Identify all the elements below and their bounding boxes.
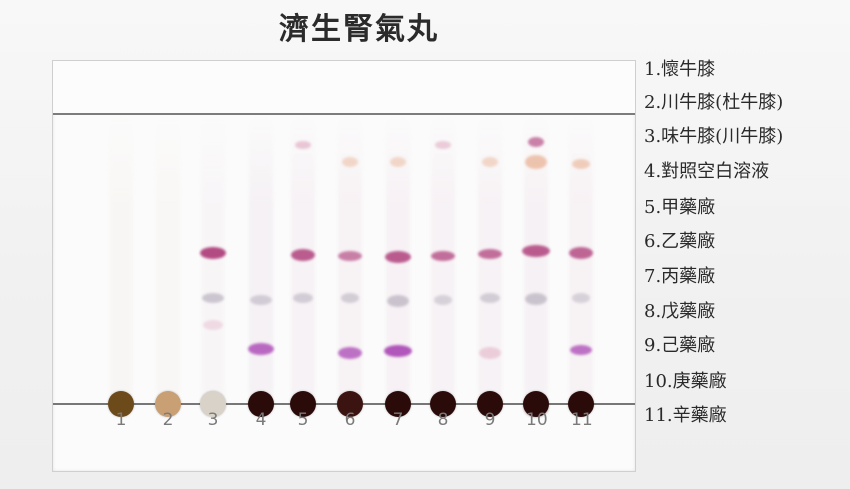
origin-dot [477, 391, 503, 417]
origin-dot [430, 391, 456, 417]
lane-number: 3 [207, 410, 219, 430]
tlc-lane [518, 115, 554, 417]
legend-item: 5.甲藥廠 [644, 197, 716, 218]
tlc-spot [341, 293, 359, 303]
tlc-spot [248, 343, 274, 355]
lane-streak [249, 115, 273, 403]
tlc-lane [563, 115, 599, 413]
lane-streak [109, 115, 133, 403]
origin-dot [568, 391, 594, 417]
tlc-lane [332, 115, 368, 411]
tlc-spot [572, 159, 590, 169]
tlc-spot [522, 245, 550, 257]
tlc-spot [385, 251, 411, 263]
lane-number: 11 [571, 410, 593, 430]
origin-dot [108, 391, 134, 417]
legend-item: 2.川牛膝(杜牛膝) [644, 92, 784, 113]
tlc-spot [295, 141, 311, 149]
legend-item: 10.庚藥廠 [644, 371, 727, 392]
legend: 1.懷牛膝 2.川牛膝(杜牛膝) 3.味牛膝(川牛膝) 4.對照空白溶液 5.甲藥廠 6.… [634, 56, 839, 466]
lane-streak [201, 115, 225, 403]
lane-number: 5 [297, 410, 309, 430]
lane-number: 2 [162, 410, 174, 430]
tlc-spot [338, 251, 362, 261]
page-title: 濟生腎氣丸 [279, 12, 439, 47]
tlc-lane [472, 115, 508, 413]
tlc-lane [103, 115, 139, 403]
tlc-spot [478, 249, 502, 259]
solvent-front-band [53, 61, 635, 115]
lane-streak [478, 115, 502, 403]
origin-dot [155, 391, 181, 417]
lane-number: 9 [484, 410, 496, 430]
lane-number: 6 [344, 410, 356, 430]
tlc-spot [342, 157, 358, 167]
legend-item: 3.味牛膝(川牛膝) [644, 126, 784, 147]
tlc-spot [293, 293, 313, 303]
tlc-lane [425, 115, 461, 411]
lane-number: 7 [392, 410, 404, 430]
lane-streak [569, 115, 593, 403]
tlc-lane [285, 115, 321, 409]
tlc-spot [434, 295, 452, 305]
tlc-spot [569, 247, 593, 259]
tlc-spot [200, 247, 226, 259]
tlc-spot [291, 249, 315, 261]
lane-number: 1 [115, 410, 127, 430]
legend-item: 4.對照空白溶液 [644, 161, 770, 182]
tlc-spot [250, 295, 272, 305]
tlc-spot [479, 347, 501, 359]
tlc-spot [390, 157, 406, 167]
origin-dot [385, 391, 411, 417]
tlc-spot [435, 141, 451, 149]
tlc-spot [202, 293, 224, 303]
tlc-spot [203, 320, 223, 330]
lane-number: 4 [255, 410, 267, 430]
tlc-spot [528, 137, 544, 147]
tlc-spot [525, 155, 547, 169]
lane-number: 10 [526, 410, 548, 430]
tlc-lane [150, 115, 186, 403]
legend-item: 7.丙藥廠 [644, 266, 716, 287]
legend-item: 8.戊藥廠 [644, 301, 716, 322]
tlc-spot [482, 157, 498, 167]
tlc-plate: 1 2 3 4 5 6 7 8 9 10 11 [52, 60, 636, 472]
origin-dot [523, 391, 549, 417]
tlc-spot [338, 347, 362, 359]
tlc-spot [387, 295, 409, 307]
lane-streak [156, 115, 180, 403]
tlc-spot [431, 251, 455, 261]
legend-item: 11.辛藥廠 [644, 405, 727, 426]
tlc-spot [572, 293, 590, 303]
tlc-lane [243, 115, 279, 411]
tlc-spot [570, 345, 592, 355]
origin-dot [248, 391, 274, 417]
origin-dot [337, 391, 363, 417]
tlc-lane [195, 115, 231, 403]
legend-item: 6.乙藥廠 [644, 231, 716, 252]
legend-item: 1.懷牛膝 [644, 59, 716, 80]
origin-dot [290, 391, 316, 417]
lane-number: 8 [437, 410, 449, 430]
origin-dot [200, 391, 226, 417]
tlc-spot [525, 293, 547, 305]
tlc-spot [480, 293, 500, 303]
tlc-lane [380, 115, 416, 413]
legend-item: 9.己藥廠 [644, 335, 716, 356]
tlc-spot [384, 345, 412, 357]
